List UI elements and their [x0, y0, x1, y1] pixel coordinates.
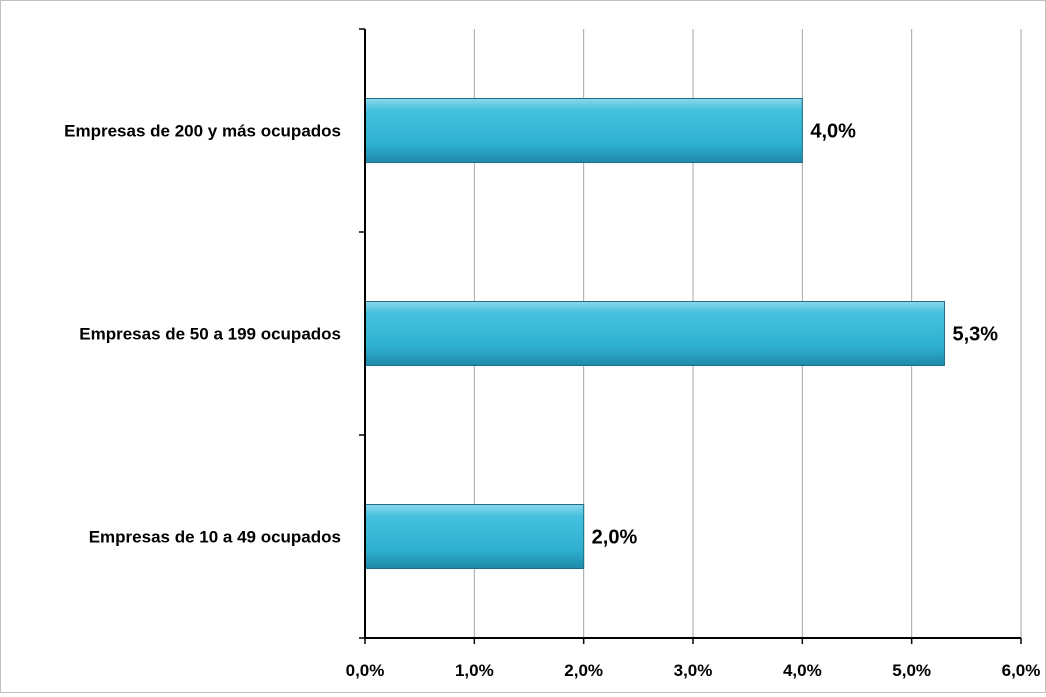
x-tick-label: 5,0%	[892, 661, 931, 680]
x-tick-label: 0,0%	[346, 661, 385, 680]
x-tick-label: 2,0%	[564, 661, 603, 680]
category-label: Empresas de 200 y más ocupados	[64, 122, 341, 141]
category-label: Empresas de 10 a 49 ocupados	[89, 528, 341, 547]
bars	[364, 98, 945, 569]
data-label: 2,0%	[592, 527, 638, 549]
x-tick-label: 4,0%	[783, 661, 822, 680]
bar	[364, 301, 945, 366]
x-tick-label: 3,0%	[674, 661, 713, 680]
labels: 0,0% 1,0% 2,0% 3,0% 4,0% 5,0% 6,0% 4,0% Empresas…	[64, 121, 1040, 681]
bar	[364, 98, 803, 163]
data-label: 4,0%	[810, 121, 856, 143]
x-tick-label: 6,0%	[1002, 661, 1041, 680]
bar	[364, 504, 585, 569]
axes	[359, 28, 1022, 644]
x-tick-label: 1,0%	[455, 661, 494, 680]
data-label: 5,3%	[952, 324, 998, 346]
category-label: Empresas de 50 a 199 ocupados	[79, 325, 341, 344]
